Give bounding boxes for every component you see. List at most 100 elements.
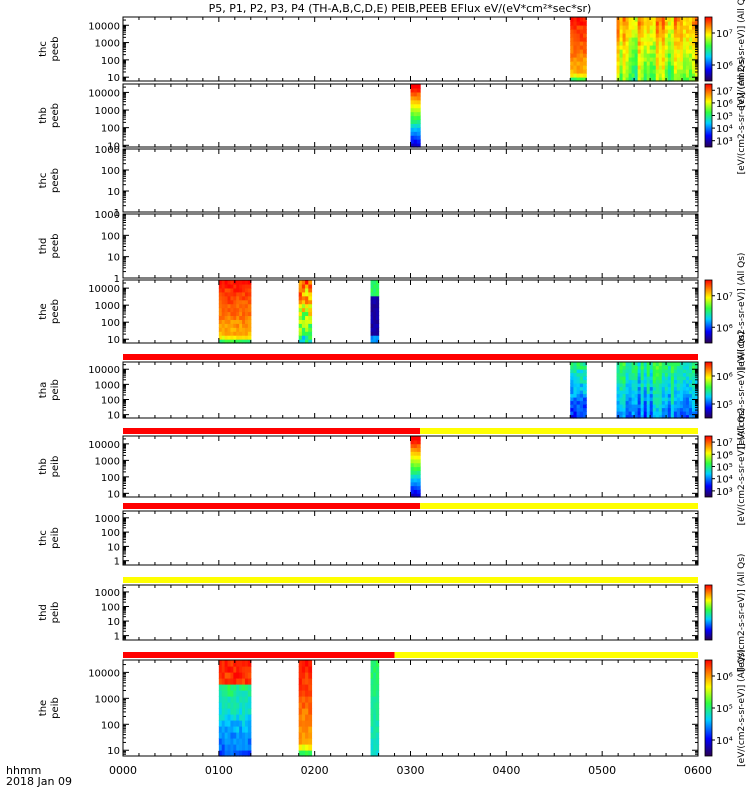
colorbar	[704, 16, 713, 82]
spectrogram-cell	[655, 393, 660, 398]
spectrogram-cell	[649, 404, 654, 409]
spectrogram-cell	[375, 291, 380, 297]
y-tick-label: 10	[107, 335, 120, 346]
instrument-label: peib	[50, 379, 61, 401]
spectrogram-block	[370, 660, 380, 757]
spectrogram-cell	[616, 390, 621, 395]
spectrogram-cell	[416, 95, 421, 101]
spectrogram-cell	[570, 379, 575, 384]
spectrogram-cell	[576, 57, 581, 62]
spectrogram-cell	[221, 720, 226, 727]
spectrogram-cell	[616, 21, 621, 26]
spectrogram-cell	[579, 77, 584, 82]
spectrogram-cell	[640, 376, 645, 381]
spectrogram-cell	[416, 485, 421, 490]
spectrogram-cell	[305, 690, 309, 697]
y-tick-label: 1000	[95, 514, 120, 525]
spectrogram-cell	[673, 365, 678, 370]
spectrogram-cell	[305, 291, 309, 297]
spectrogram-cell	[625, 17, 630, 22]
spectrogram-cell	[658, 37, 663, 42]
spectrogram-cell	[370, 287, 374, 293]
spectrogram-cell	[416, 443, 421, 449]
spectrogram-cell	[573, 33, 578, 38]
spectrogram-cell	[658, 390, 663, 395]
spectrogram-cell	[570, 65, 575, 70]
spectrogram-cell	[661, 45, 666, 50]
spectrogram-cell	[643, 362, 648, 367]
spectrogram-cell	[576, 17, 581, 22]
spectrogram-cell	[616, 73, 621, 78]
colorbar-tick-label: 10⁶	[716, 99, 733, 110]
spectrogram-cell	[625, 73, 630, 78]
spectrogram-cell	[413, 470, 418, 475]
y-tick-label: 10000	[88, 284, 120, 295]
spectrogram-cell	[628, 393, 633, 398]
spectrogram-cell	[634, 57, 639, 62]
spectrogram-cell	[576, 73, 581, 78]
spectrogram-cell	[233, 319, 237, 324]
spectrogram-cell	[634, 53, 639, 58]
spectrogram-cell	[573, 386, 578, 391]
spectrogram-cell	[652, 369, 657, 374]
spectrogram-cell	[649, 57, 654, 62]
spectrogram-cell	[664, 57, 669, 62]
spectrogram-cell	[637, 49, 642, 54]
spectrogram-cell	[652, 376, 657, 381]
spectrogram-cell	[655, 25, 660, 30]
spectrogram-cell	[218, 732, 223, 739]
spectrogram-cell	[682, 369, 687, 374]
spectrogram-cell	[247, 714, 252, 721]
spectrogram-cell	[218, 750, 223, 757]
spectrogram-cell	[646, 362, 651, 367]
spectrogram-cell	[570, 37, 575, 42]
spectrogram-cell	[239, 283, 243, 289]
colorbar-title: [eV/(cm2-s-sr-eV)] (All Qs)	[737, 57, 747, 175]
spectrogram-cell	[233, 702, 237, 709]
spectrogram-cell	[373, 339, 377, 344]
spectrogram-cell	[242, 696, 246, 703]
spectrogram-cell	[218, 690, 223, 697]
spectrogram-cell	[227, 750, 232, 757]
spectrogram-cell	[244, 708, 249, 715]
spectrogram-cell	[247, 696, 252, 703]
spectrogram-cell	[242, 307, 246, 313]
spectrogram-cell	[244, 684, 249, 691]
spectrogram-cell	[370, 666, 374, 673]
spectrogram-cell	[616, 33, 621, 38]
spectrogram-cell	[619, 365, 624, 370]
spectrogram-cell	[373, 726, 377, 733]
x-tick-label: 0400	[492, 764, 520, 777]
spectrogram-cell	[667, 411, 672, 416]
spectrogram-cell	[247, 287, 252, 293]
spectrogram-cell	[375, 299, 380, 305]
spectrogram-cell	[230, 319, 234, 324]
spectrogram-cell	[301, 331, 306, 336]
instrument-label: peib	[50, 602, 61, 624]
spectrogram-cell	[673, 33, 678, 38]
spectrogram-cell	[413, 436, 418, 441]
spectrogram-cell	[413, 485, 418, 490]
spectrogram-cell	[375, 666, 380, 673]
spectrogram-cell	[239, 696, 243, 703]
spectrogram-cell	[649, 25, 654, 30]
spectrogram-cell	[373, 720, 377, 727]
y-tick-label: 100	[101, 528, 120, 539]
spectrogram-cell	[373, 672, 377, 679]
spectrogram-cell	[576, 29, 581, 34]
spectrogram-cell	[637, 411, 642, 416]
spectrogram-cell	[694, 404, 699, 409]
colorbar-tick-label: 10⁵	[716, 704, 733, 715]
spectrogram-cell	[373, 744, 377, 751]
spectrogram-cell	[676, 369, 681, 374]
spectrogram-cell	[247, 666, 252, 673]
spectrogram-cell	[583, 49, 587, 54]
spectrogram-cell	[413, 451, 418, 456]
spectrogram-cell	[625, 45, 630, 50]
spectrogram-cell	[625, 365, 630, 370]
spectrogram-cell	[301, 714, 306, 721]
spectrogram-cell	[233, 303, 237, 309]
chart-title: P5, P1, P2, P3, P4 (TH-A,B,C,D,E) PEIB,P…	[209, 2, 592, 15]
spectrogram-cell	[242, 714, 246, 721]
spectrogram-cell	[658, 365, 663, 370]
